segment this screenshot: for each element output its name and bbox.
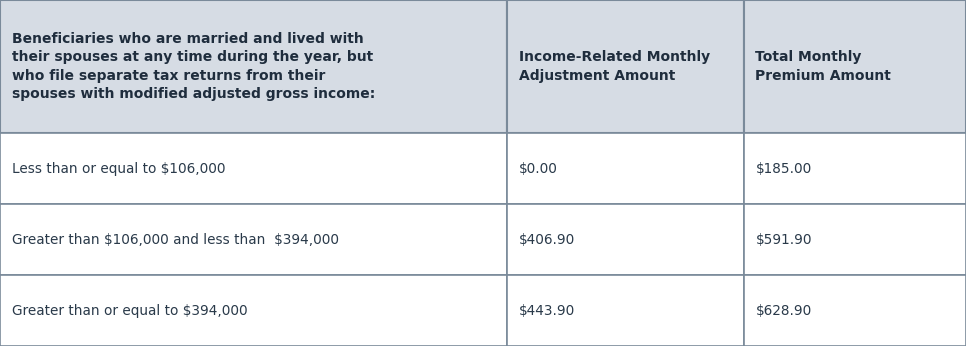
Text: Greater than or equal to $394,000: Greater than or equal to $394,000	[12, 303, 247, 318]
Text: Less than or equal to $106,000: Less than or equal to $106,000	[12, 162, 225, 176]
Bar	[507, 204, 744, 275]
Text: $591.90: $591.90	[755, 233, 811, 247]
Text: Total Monthly
Premium Amount: Total Monthly Premium Amount	[755, 51, 892, 83]
Bar	[0, 275, 507, 346]
Bar	[0, 133, 507, 204]
Bar	[507, 133, 744, 204]
Text: Beneficiaries who are married and lived with
their spouses at any time during th: Beneficiaries who are married and lived …	[12, 32, 375, 101]
Bar	[744, 275, 966, 346]
Bar	[0, 204, 507, 275]
Bar	[744, 133, 966, 204]
Text: $628.90: $628.90	[755, 303, 811, 318]
Text: Income-Related Monthly
Adjustment Amount: Income-Related Monthly Adjustment Amount	[519, 51, 710, 83]
Bar	[744, 204, 966, 275]
Bar	[744, 0, 966, 133]
Bar	[0, 0, 507, 133]
Text: $185.00: $185.00	[755, 162, 811, 176]
Text: Greater than $106,000 and less than  $394,000: Greater than $106,000 and less than $394…	[12, 233, 339, 247]
Text: $0.00: $0.00	[519, 162, 557, 176]
Text: $406.90: $406.90	[519, 233, 575, 247]
Bar	[507, 275, 744, 346]
Bar	[507, 0, 744, 133]
Text: $443.90: $443.90	[519, 303, 575, 318]
